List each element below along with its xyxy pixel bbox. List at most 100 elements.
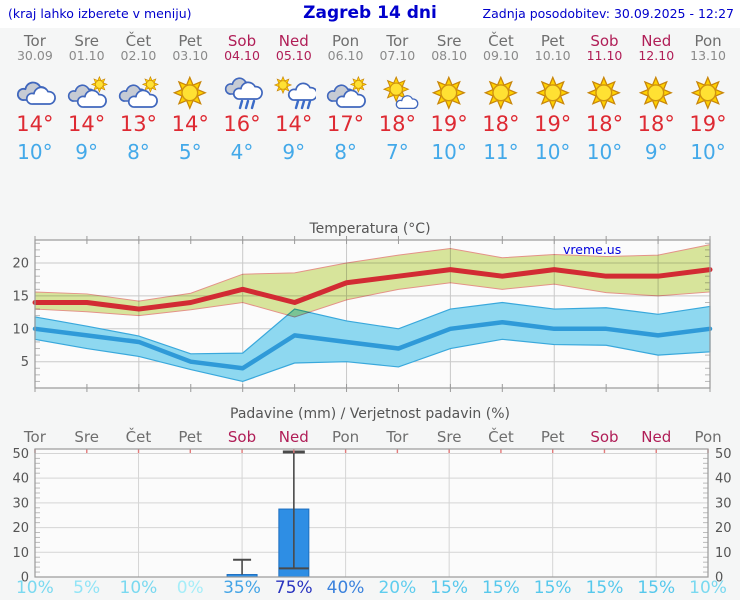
tmin-row: 10° 9° 8° 5° 4° 9° 8° 7° 10° 11° 10° 10° 9° 10° (9, 140, 734, 164)
svg-text:50: 50 (12, 447, 29, 462)
tmax-value: 16° (223, 112, 261, 136)
weekday-text: Sob (227, 32, 257, 50)
precip-prob-row: 10% 5% 10% 0% 35% 75% 40% 20% 15% 15% 15% 15% 15% 10% (9, 578, 734, 598)
weather-icon-cell (371, 74, 423, 114)
weekday-text: Čet (488, 32, 514, 50)
precip-day-label: Ned (641, 428, 672, 446)
svg-text:40: 40 (715, 472, 732, 487)
svg-text:10: 10 (12, 546, 29, 561)
date-text: 12.10 (638, 48, 675, 63)
tmax-value: 17° (326, 112, 365, 136)
day-label: Čet 09.10 (475, 33, 527, 63)
tmin-value: 8° (334, 140, 357, 164)
svg-text:0: 0 (21, 571, 29, 583)
weekday-text: Ned (641, 32, 672, 50)
tmin-value: 10° (690, 140, 726, 164)
tmax-value: 19° (689, 112, 727, 136)
precip-probability: 15% (585, 578, 624, 598)
day-label: Pet 10.10 (527, 33, 579, 63)
tmax-value: 18° (585, 112, 624, 136)
day-row: Tor 30.09 Sre 01.10 Čet 02.10 Pet 03.10 Sob 04.10… (9, 33, 734, 63)
weather-icon-cell (682, 74, 734, 114)
partly-cloudy-icon (119, 75, 160, 108)
date-text: 09.10 (483, 48, 519, 63)
tmax-value: 18° (637, 112, 675, 136)
day-label: Sob 11.10 (579, 33, 631, 63)
tmin-value: 9° (644, 140, 668, 164)
date-text: 05.10 (275, 48, 312, 63)
weekday-text: Tor (23, 32, 46, 50)
date-text: 08.10 (431, 48, 468, 63)
weather-icon-cell (527, 74, 579, 114)
vreme-us-watermark[interactable]: vreme.us (563, 242, 622, 257)
precip-probability: 20% (378, 578, 417, 598)
precip-probability: 0% (176, 578, 204, 598)
precip-probability: 5% (73, 578, 101, 598)
day-label: Pon 13.10 (682, 33, 734, 63)
cloudy-icon (16, 81, 56, 105)
tmax-value: 14° (16, 112, 54, 136)
weather-icon-cell (268, 74, 320, 114)
svg-text:15: 15 (12, 289, 29, 304)
tmax-row: 14° 14° 13° 14° 16° 14° 17° 18° 19° 18° 19° 18° 18° 1… (9, 112, 734, 136)
temperature-chart: 5 10 15 20 (12, 236, 713, 392)
date-text: 01.10 (68, 48, 105, 63)
sun-cloud-icon (383, 75, 419, 110)
precip-day-label: Pet (178, 428, 203, 446)
sunny-icon (535, 75, 570, 110)
page-title: Zagreb 14 dni (303, 3, 437, 23)
precip-day-label: Sre (74, 428, 99, 446)
sunny-icon (431, 75, 466, 110)
icon-row (9, 74, 734, 114)
last-update-text: Zadnja posodobitev: 30.09.2025 - 12:27 (482, 6, 734, 21)
day-label: Pet 03.10 (164, 33, 216, 63)
precip-probability: 75% (274, 578, 313, 598)
date-text: 13.10 (690, 48, 726, 63)
precip-probability: 10% (15, 578, 54, 598)
weather-icon-cell (630, 74, 682, 114)
weather-icon-cell (113, 74, 165, 114)
weather-icon-cell (423, 74, 475, 114)
date-text: 03.10 (172, 48, 209, 63)
partly-cloudy-icon (67, 75, 108, 108)
tmax-value: 14° (275, 112, 313, 136)
tmin-value: 10° (17, 140, 53, 164)
day-label: Sob 04.10 (216, 33, 268, 63)
tmin-value: 10° (431, 140, 467, 164)
svg-text:30: 30 (12, 496, 29, 511)
tmin-value: 11° (483, 140, 519, 164)
date-text: 02.10 (120, 48, 157, 63)
weather-icon-cell (475, 74, 527, 114)
sunny-icon (690, 75, 725, 110)
svg-text:50: 50 (715, 447, 732, 462)
tmin-value: 4° (230, 140, 254, 164)
day-label: Sre 08.10 (423, 33, 475, 63)
sunny-icon (639, 75, 674, 110)
partly-cloudy-icon (326, 75, 367, 108)
date-text: 07.10 (379, 48, 416, 63)
weekday-text: Pet (540, 32, 565, 50)
weekday-text: Pet (178, 32, 203, 50)
precip-probability: 15% (533, 578, 572, 598)
weather-icon-cell (320, 74, 372, 114)
weather-icon-cell (579, 74, 631, 114)
weather-icon-cell (9, 74, 61, 114)
day-label: Tor 07.10 (371, 33, 423, 63)
weather-icon-cell (61, 74, 113, 114)
precip-day-row: Tor Sre Čet Pet Sob Ned Pon Tor Sre Čet Pet Sob Ned P… (9, 428, 734, 446)
precip-day-label: Ned (278, 428, 309, 446)
tmax-value: 13° (119, 112, 158, 136)
precip-probability: 40% (326, 578, 365, 598)
rain-icon (224, 77, 263, 110)
tmax-value: 14° (171, 112, 209, 136)
date-text: 10.10 (534, 48, 571, 63)
tmin-value: 9° (75, 140, 99, 164)
precipitation-chart-title: Padavine (mm) / Verjetnost padavin (%) (230, 406, 510, 422)
day-label: Čet 02.10 (113, 33, 165, 63)
svg-text:20: 20 (715, 521, 732, 536)
header-bar: (kraj lahko izberete v meniju) Zagreb 14… (0, 0, 740, 28)
weekday-text: Čet (125, 32, 152, 50)
tmax-value: 19° (534, 112, 572, 136)
sunny-icon (483, 75, 518, 110)
precip-probability: 10% (119, 578, 158, 598)
